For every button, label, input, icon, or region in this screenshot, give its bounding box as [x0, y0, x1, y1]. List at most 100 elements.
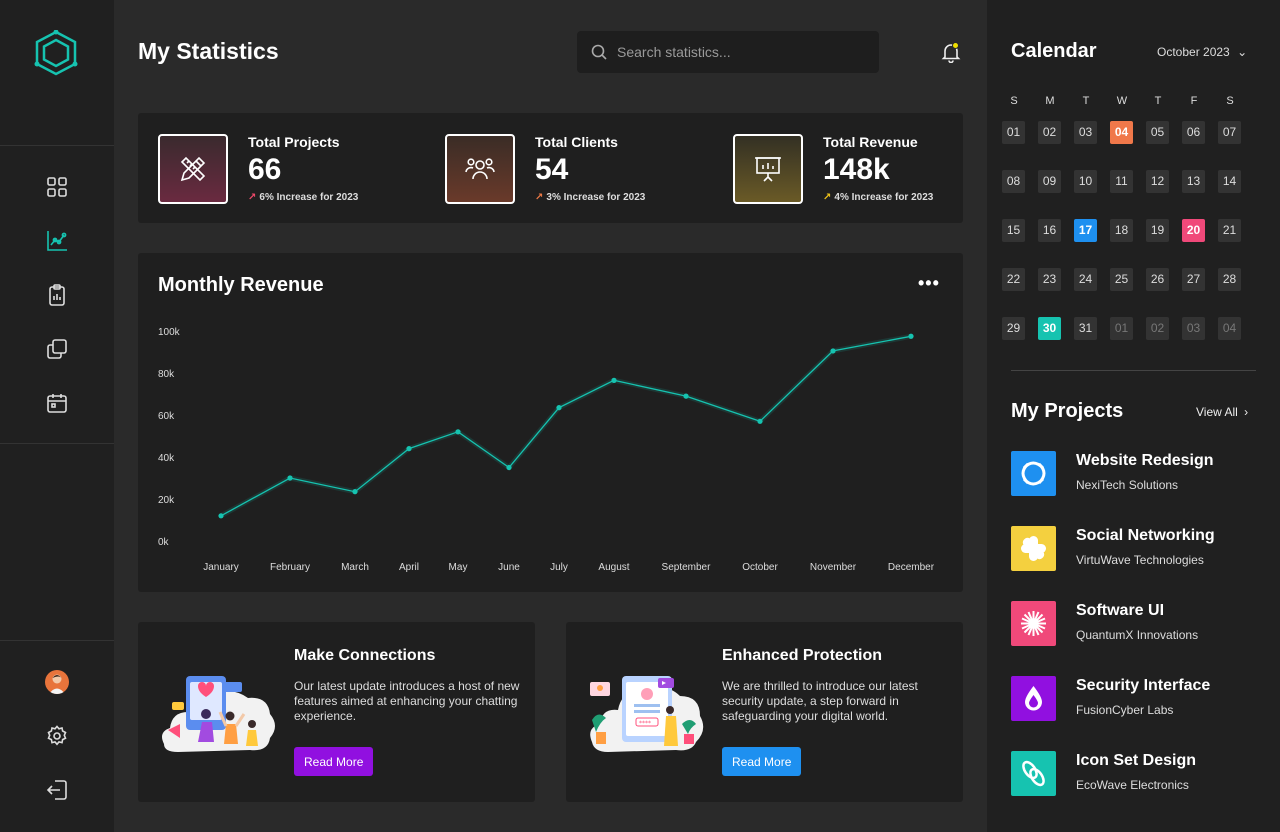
stat-note: ↗ 6% Increase for 2023	[248, 192, 359, 203]
project-item[interactable]: Social Networking VirtuWave Technologies	[1011, 526, 1261, 572]
stat-note: ↗ 4% Increase for 2023	[823, 192, 934, 203]
calendar-day[interactable]: 07	[1218, 121, 1241, 144]
calendar-day[interactable]: 04	[1218, 317, 1241, 340]
promo-title: Make Connections	[294, 647, 436, 664]
calendar-day[interactable]: 14	[1218, 170, 1241, 193]
chevron-right-icon: ›	[1244, 405, 1249, 419]
calendar-day[interactable]: 01	[1002, 121, 1025, 144]
search-icon	[591, 44, 607, 60]
y-tick-label: 80k	[158, 369, 175, 380]
calendar-day[interactable]: 28	[1218, 268, 1241, 291]
project-icon-box	[1011, 526, 1056, 571]
users-group-icon	[465, 158, 495, 180]
logout-icon[interactable]	[45, 778, 69, 802]
data-point[interactable]	[506, 464, 512, 471]
stat-note: ↗ 3% Increase for 2023	[535, 192, 646, 203]
project-icon-box	[1011, 676, 1056, 721]
project-item[interactable]: Icon Set Design EcoWave Electronics	[1011, 751, 1261, 797]
calendar-day[interactable]: 29	[1002, 317, 1025, 340]
design-tools-icon	[180, 156, 206, 182]
calendar-day[interactable]: 30	[1038, 317, 1061, 340]
copy-files-icon[interactable]	[45, 337, 69, 361]
clipboard-report-icon[interactable]	[45, 283, 69, 307]
calendar-day[interactable]: 06	[1182, 121, 1205, 144]
settings-gear-icon[interactable]	[45, 724, 69, 748]
y-tick-label: 60k	[158, 411, 175, 422]
read-more-button[interactable]: Read More	[294, 747, 374, 776]
calendar-day[interactable]: 17	[1074, 219, 1097, 242]
calendar-day[interactable]: 24	[1074, 268, 1097, 291]
calendar-day[interactable]: 27	[1182, 268, 1205, 291]
divider	[0, 640, 114, 641]
calendar-day[interactable]: 15	[1002, 219, 1025, 242]
notification-bell-icon[interactable]	[940, 41, 962, 63]
calendar-day[interactable]: 10	[1074, 170, 1097, 193]
project-item[interactable]: Software UI QuantumX Innovations	[1011, 601, 1261, 647]
x-tick-label: June	[498, 562, 520, 573]
divider	[1011, 370, 1256, 371]
weekday-label: T	[1082, 95, 1090, 107]
stat-value: 54	[535, 153, 569, 186]
calendar-day[interactable]: 16	[1038, 219, 1061, 242]
calendar-day[interactable]: 04	[1110, 121, 1133, 144]
view-all-link[interactable]: View All ›	[1196, 405, 1249, 419]
calendar-day[interactable]: 02	[1146, 317, 1169, 340]
month-selector[interactable]: October 2023 ⌄	[1157, 45, 1248, 59]
promo-text: Our latest update introduces a host of n…	[294, 679, 520, 723]
trend-up-icon: ↗	[248, 192, 257, 203]
calendar-day[interactable]: 08	[1002, 170, 1025, 193]
dashboard-grid-icon[interactable]	[45, 175, 69, 199]
avatar[interactable]	[45, 670, 69, 694]
trend-up-icon: ↗	[535, 192, 544, 203]
data-point[interactable]	[406, 446, 412, 452]
x-tick-label: October	[742, 562, 778, 573]
project-item[interactable]: Security Interface FusionCyber Labs	[1011, 676, 1261, 722]
calendar-day[interactable]: 01	[1110, 317, 1133, 340]
project-name: Software UI	[1076, 602, 1165, 619]
read-more-button[interactable]: Read More	[722, 747, 802, 776]
calendar-day[interactable]: 23	[1038, 268, 1061, 291]
data-point[interactable]	[611, 377, 617, 383]
calendar-day[interactable]: 31	[1074, 317, 1097, 340]
calendar-day[interactable]: 22	[1002, 268, 1025, 291]
sidebar	[0, 0, 114, 832]
calendar-day[interactable]: 19	[1146, 219, 1169, 242]
calendar-day[interactable]: 02	[1038, 121, 1061, 144]
calendar-day[interactable]: 12	[1146, 170, 1169, 193]
project-company: VirtuWave Technologies	[1076, 553, 1204, 567]
series-line	[220, 335, 912, 517]
calendar-day[interactable]: 26	[1146, 268, 1169, 291]
statistics-chart-icon[interactable]	[45, 229, 69, 253]
calendar-day[interactable]: 03	[1074, 121, 1097, 144]
trend-up-icon: ↗	[823, 192, 832, 203]
data-point[interactable]	[830, 348, 836, 354]
series-line-glow	[219, 333, 912, 518]
calendar-day[interactable]: 09	[1038, 170, 1061, 193]
calendar-day[interactable]: 11	[1110, 170, 1133, 193]
search-input[interactable]	[617, 31, 867, 73]
project-item[interactable]: Website Redesign NexiTech Solutions	[1011, 451, 1261, 497]
calendar-day[interactable]: 25	[1110, 268, 1133, 291]
data-point[interactable]	[455, 429, 461, 435]
calendar-day[interactable]: 03	[1182, 317, 1205, 340]
more-options-icon[interactable]: •••	[918, 273, 940, 293]
calendar-icon[interactable]	[45, 391, 69, 415]
stat-label: Total Projects	[248, 134, 340, 150]
data-point[interactable]	[683, 393, 689, 399]
promo-card-protection: **** Enhanced Protection We are thrilled…	[566, 622, 963, 802]
calendar-day[interactable]: 18	[1110, 219, 1133, 242]
orbit-swirl-icon	[1021, 461, 1046, 486]
calendar-day[interactable]: 21	[1218, 219, 1241, 242]
data-point[interactable]	[287, 475, 293, 481]
data-point[interactable]	[556, 405, 562, 411]
loop-knot-icon	[1022, 760, 1045, 787]
data-point[interactable]	[352, 489, 358, 495]
project-name: Website Redesign	[1076, 452, 1214, 469]
data-point[interactable]	[757, 418, 763, 424]
data-point[interactable]	[908, 333, 914, 339]
data-point[interactable]	[218, 513, 224, 519]
calendar-day[interactable]: 20	[1182, 219, 1205, 242]
calendar-day[interactable]: 05	[1146, 121, 1169, 144]
calendar-day[interactable]: 13	[1182, 170, 1205, 193]
search-bar[interactable]	[577, 31, 879, 73]
